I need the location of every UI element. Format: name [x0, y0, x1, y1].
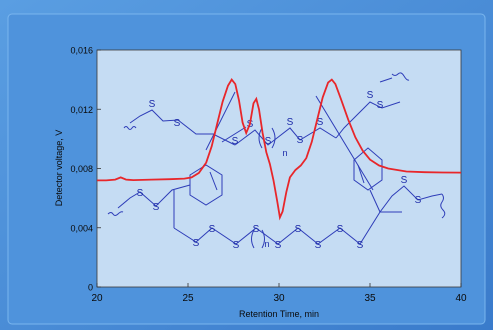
- x-tick-label: 35: [364, 293, 376, 304]
- y-tick-label: 0,016: [70, 46, 93, 56]
- sulfur-atom-label: S: [253, 224, 260, 235]
- left-benzene-inner: [209, 171, 218, 191]
- y-tick-label: 0: [88, 283, 93, 293]
- y-tick-label: 0,012: [70, 105, 93, 115]
- sulfur-atom-label: S: [297, 135, 304, 146]
- upper-diagonal-1: [205, 91, 236, 151]
- axes: 20 25 30 35 40 0 0,004 0,008 0,012 0,016: [70, 46, 467, 305]
- y-axis-label: Detector voltage, V: [54, 130, 64, 207]
- sulfur-atom-label: S: [137, 188, 144, 199]
- lower-repeat-bracket-2: [261, 229, 265, 249]
- sulfur-atom-label: S: [415, 195, 422, 206]
- sulfur-atom-label: S: [367, 90, 374, 101]
- upper-repeat-bracket: [258, 127, 263, 149]
- upper-chain-left: [129, 109, 236, 146]
- upper-repeat-bracket-2: [271, 127, 276, 149]
- upper-right-connector: [379, 77, 393, 83]
- sulfur-atom-label: S: [209, 224, 216, 235]
- sulfur-atom-label: S: [233, 240, 240, 251]
- left-benzene-ring: [189, 164, 223, 206]
- wavy-end-right-lower: [440, 193, 446, 219]
- sulfur-atom-label: S: [265, 136, 272, 147]
- structure-drawing: [107, 72, 446, 249]
- lower-chain: [173, 211, 381, 245]
- right-side-chain: [379, 185, 443, 213]
- wavy-end-left-upper: [123, 126, 137, 130]
- sulfur-atom-label: S: [287, 117, 294, 128]
- wavy-end-right-upper: [391, 72, 410, 81]
- wavy-end-left-lower: [107, 211, 124, 216]
- sulfur-atom-label: S: [193, 238, 200, 249]
- x-tick-label: 40: [455, 293, 467, 304]
- sulfur-atom-label: S: [275, 240, 282, 251]
- x-tick-label: 25: [182, 293, 194, 304]
- x-tick-label: 30: [273, 293, 285, 304]
- y-tick-label: 0,008: [70, 164, 93, 174]
- x-tick-label: 20: [91, 293, 103, 304]
- sulfur-atom-label: S: [153, 202, 160, 213]
- sulfur-atom-label: S: [357, 240, 364, 251]
- right-benzene-ring: [353, 147, 383, 191]
- sulfur-atom-label: S: [232, 136, 239, 147]
- detector-curve: [97, 78, 461, 221]
- right-diagonal: [315, 95, 374, 191]
- sulfur-atom-label: S: [174, 118, 181, 129]
- left-side-chain: [117, 184, 191, 209]
- x-axis-label: Retention Time, min: [239, 309, 319, 319]
- repeat-unit-label: n: [264, 239, 269, 249]
- upper-chain-middle: [234, 127, 337, 146]
- right-ring-link: [369, 189, 381, 213]
- plot-area: [96, 49, 462, 288]
- sulfur-atom-label: S: [337, 224, 344, 235]
- y-tick-label: 0,004: [70, 223, 93, 233]
- upper-chain-right: [335, 101, 401, 139]
- right-benzene-inner: [357, 164, 365, 184]
- sulfur-atom-label: S: [315, 240, 322, 251]
- sulfur-atom-label: S: [295, 224, 302, 235]
- sulfur-atom-label: S: [149, 99, 156, 110]
- sulfur-atom-label: S: [317, 117, 324, 128]
- sulfur-atom-label: S: [377, 100, 384, 111]
- upper-diagonal-2: [221, 126, 247, 143]
- sulfur-atom-label: S: [401, 175, 408, 186]
- repeat-unit-label: n: [282, 148, 287, 158]
- lower-repeat-bracket: [251, 229, 255, 249]
